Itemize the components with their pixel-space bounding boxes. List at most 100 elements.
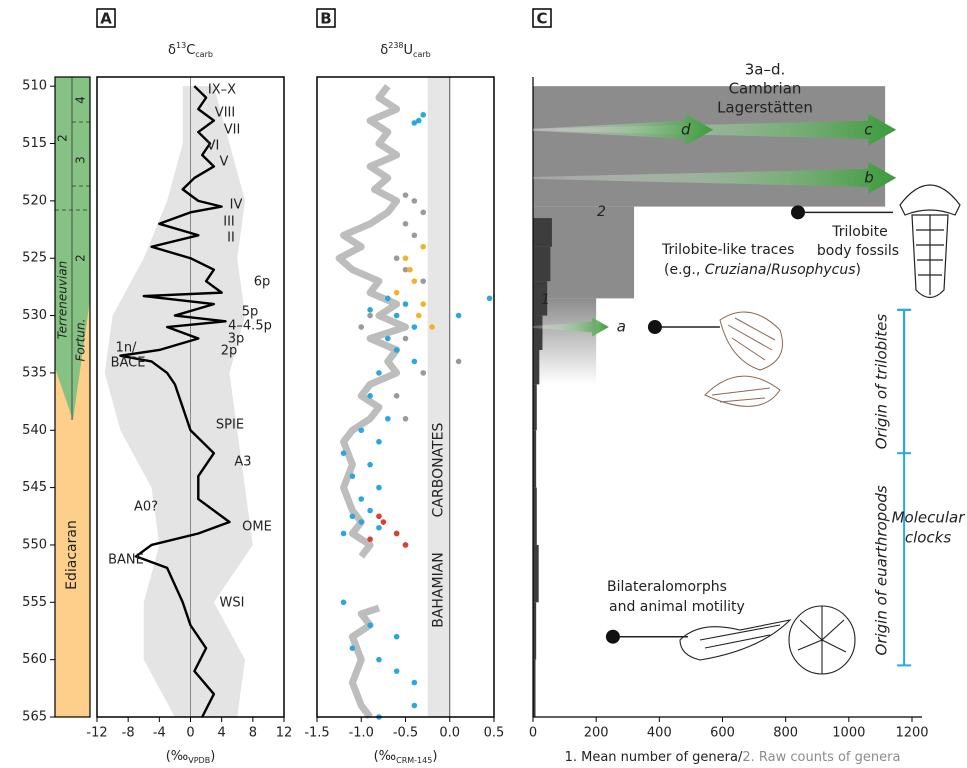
- event-label: OME: [242, 520, 272, 535]
- data-point: [411, 120, 418, 126]
- data-point: [376, 484, 382, 491]
- data-point: [455, 358, 462, 365]
- genera-bar: [533, 218, 552, 247]
- panel-title-part: U: [404, 43, 414, 58]
- data-point: [380, 519, 387, 525]
- data-point: [376, 524, 382, 531]
- arrow-label: c: [864, 120, 873, 138]
- panel-title-part: carb: [413, 50, 431, 59]
- panel-letter-box: [532, 8, 552, 28]
- series-label: 2: [597, 204, 606, 220]
- event-label: 5p: [242, 305, 259, 320]
- x-tick-label: 400: [647, 726, 672, 741]
- panel-title-part: C: [186, 43, 195, 58]
- x-axis-label-part: 1. Mean number of genera/: [565, 750, 743, 765]
- data-point: [376, 513, 382, 520]
- event-label: II: [227, 231, 235, 246]
- arrow-label: d: [681, 120, 691, 138]
- fossil-marker: [647, 320, 662, 335]
- panel-title-part: δ: [380, 43, 388, 58]
- data-point: [415, 117, 422, 124]
- y-tick-label: 525: [22, 251, 47, 266]
- data-point: [411, 358, 418, 365]
- x-tick-label: 4: [218, 726, 226, 741]
- y-tick-label: 560: [22, 652, 47, 667]
- panel-title-part: 238: [388, 41, 403, 50]
- data-point: [402, 415, 409, 422]
- strat-label: 3: [74, 156, 88, 164]
- data-point: [402, 255, 409, 262]
- event-label: BANE: [108, 553, 144, 568]
- data-point: [429, 324, 435, 330]
- marker-label: body fossils: [817, 243, 899, 259]
- genera-bar: [533, 246, 551, 282]
- data-point: [367, 307, 373, 313]
- data-point: [367, 393, 373, 399]
- strat-label: 2: [56, 134, 70, 142]
- y-tick-label: 515: [22, 136, 47, 151]
- data-point: [393, 347, 400, 353]
- data-point: [411, 278, 418, 284]
- data-point: [402, 335, 409, 342]
- y-tick-label: 555: [22, 595, 47, 610]
- marker-label: (e.g., Cruziana/Rusophycus): [664, 262, 861, 278]
- genera-bar: [533, 349, 540, 385]
- data-point: [393, 312, 400, 319]
- panel-title: δ238Ucarb: [380, 41, 430, 59]
- shade-band: [427, 77, 450, 717]
- x-axis-label-part: (‰: [166, 749, 189, 764]
- panel-title-part: carb: [195, 50, 213, 59]
- marker-label-part: Cruziana: [705, 262, 767, 278]
- bilateralomorph-drawing: [679, 605, 856, 675]
- data-point: [358, 324, 365, 330]
- x-axis-label-part: VPDB: [188, 756, 210, 765]
- genera-bar: [533, 86, 886, 207]
- marker-label: Bilateralomorphs: [607, 579, 727, 595]
- data-point: [340, 599, 347, 606]
- lagerstatten-title: 3a–d.: [745, 61, 786, 79]
- x-axis-label: (‰VPDB): [166, 749, 216, 765]
- data-point: [420, 112, 427, 118]
- data-point: [411, 702, 418, 709]
- event-label: IX–X: [208, 83, 236, 98]
- x-tick-label: 0: [186, 726, 194, 741]
- data-point: [376, 370, 382, 376]
- x-axis-label-part: CRM-145: [396, 756, 432, 765]
- strat-label: Terreneuvian: [56, 261, 70, 339]
- envelope: [104, 86, 253, 717]
- clock-range-label: Origin of trilobites: [873, 314, 891, 450]
- band-label: CARBONATES: [431, 423, 447, 518]
- cambrian-box: [55, 77, 90, 420]
- data-point: [349, 473, 356, 479]
- data-point: [349, 513, 356, 520]
- series-label: 1: [541, 292, 550, 308]
- band-label: BAHAMIAN: [431, 552, 447, 628]
- marker-label: Trilobite-like traces: [661, 242, 794, 258]
- data-point: [367, 622, 373, 629]
- event-label: III: [223, 215, 235, 230]
- x-axis-label-part: (‰: [374, 749, 397, 764]
- data-point: [407, 266, 413, 273]
- y-tick-label: 520: [22, 193, 47, 208]
- data-point: [393, 393, 400, 399]
- data-point: [358, 496, 365, 502]
- lagerstatte-arrow: [533, 161, 897, 194]
- data-point: [393, 530, 400, 537]
- panel-title: δ13Ccarb: [168, 41, 213, 59]
- data-point: [402, 542, 409, 548]
- x-tick-label: 1000: [832, 726, 865, 741]
- clock-label: clocks: [905, 529, 952, 547]
- u-curve: [335, 84, 409, 720]
- strat-frame: [54, 76, 91, 718]
- event-label: VIII: [215, 106, 235, 121]
- genera-bar: [533, 281, 548, 316]
- strat-label: Fortun.: [74, 319, 88, 362]
- x-tick-label: -1.5: [304, 726, 329, 741]
- arrow-label: a: [617, 318, 626, 336]
- event-label: 4–4.5p: [228, 319, 272, 334]
- event-label: V: [220, 155, 229, 170]
- fossil-marker: [790, 205, 805, 220]
- data-point: [393, 668, 400, 674]
